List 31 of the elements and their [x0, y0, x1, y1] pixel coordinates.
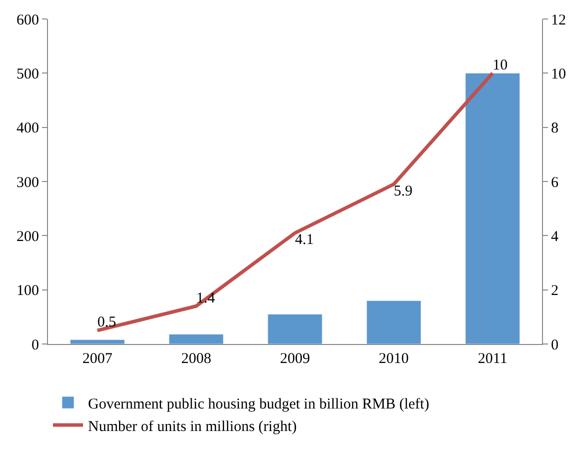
data-label: 5.9: [394, 183, 413, 200]
bar: [366, 300, 422, 344]
y2-tick-label: 6: [551, 174, 559, 191]
bar: [70, 339, 125, 344]
x-tick-label: 2009: [280, 351, 310, 367]
y-tick-label: 300: [16, 174, 39, 191]
y2-tick-label: 12: [551, 12, 566, 28]
data-label: 4.1: [295, 232, 314, 248]
y-tick-label: 100: [16, 283, 39, 300]
legend-label: Government public housing budget in billion RMB (left): [88, 396, 430, 412]
bar: [268, 314, 322, 344]
y2-tick-label: 2: [551, 283, 558, 300]
y-tick-label: 200: [16, 228, 39, 245]
y-tick-label: 400: [16, 120, 39, 137]
y-tick-label: 500: [16, 66, 39, 82]
data-label: 0.5: [97, 314, 116, 331]
line-series: [96, 71, 494, 332]
y2-tick-label: 8: [551, 120, 558, 137]
x-tick-label: 2011: [478, 351, 508, 367]
y-tick-label: 600: [16, 12, 39, 28]
data-label: 10: [492, 57, 508, 74]
x-tick-label: 2010: [378, 351, 409, 367]
y2-tick-label: 4: [551, 228, 559, 245]
x-tick-label: 2007: [82, 351, 113, 367]
x-tick-label: 2008: [181, 351, 212, 367]
y-tick-label: 0: [32, 337, 39, 354]
y2-tick-label: 10: [551, 66, 566, 82]
bar: [168, 334, 224, 344]
bar: [465, 72, 520, 344]
legend-label: Number of units in millions (right): [88, 418, 297, 435]
y2-tick-label: 0: [551, 337, 558, 354]
